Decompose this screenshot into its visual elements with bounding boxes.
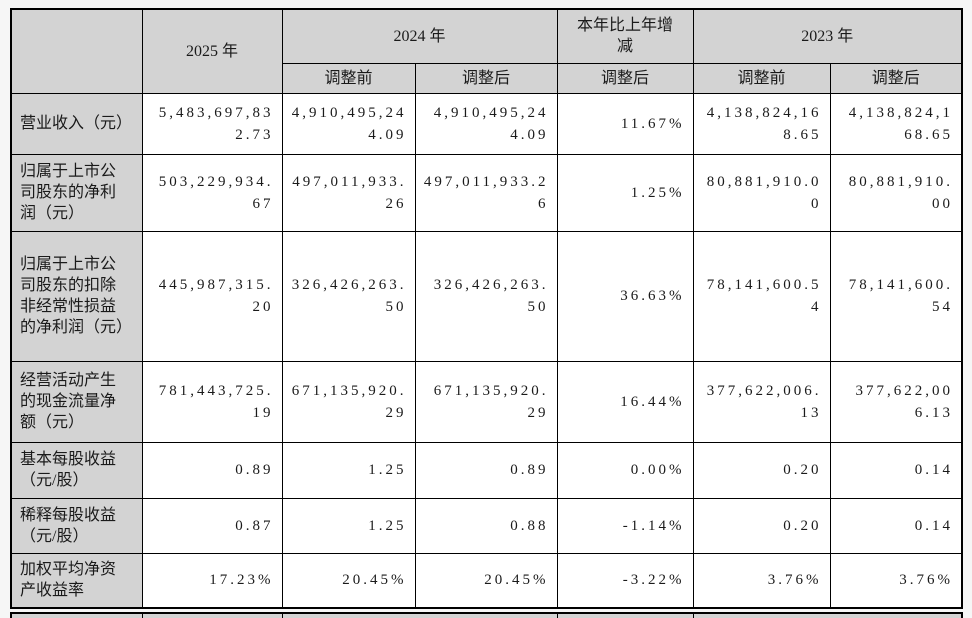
cell-value: 3.76% — [829, 552, 963, 609]
cell-value: 80,881,910.00 — [692, 153, 831, 232]
cell-value: 781,443,725.19 — [141, 360, 283, 443]
next-table-cell — [692, 612, 963, 618]
row-label: 归属于上市公司股东的净利润（元） — [10, 153, 143, 232]
cell-value: 16.44% — [556, 360, 694, 443]
corner-header-cell — [10, 8, 143, 94]
col-header-2024: 2024 年 — [281, 8, 558, 64]
header-row-adjustments: 调整前 调整后 调整后 调整前 调整后 — [11, 62, 963, 94]
cell-value: 20.45% — [281, 552, 416, 609]
row-label: 稀释每股收益（元/股） — [10, 497, 143, 554]
cell-value: 0.00% — [556, 441, 694, 499]
cell-value: 497,011,933.26 — [414, 153, 558, 232]
cell-value: 3.76% — [692, 552, 831, 609]
cell-value: 5,483,697,832.73 — [141, 92, 283, 155]
row-label: 基本每股收益（元/股） — [10, 441, 143, 499]
next-table-cell — [141, 612, 283, 618]
cell-value: 0.14 — [829, 441, 963, 499]
table-row: 归属于上市公司股东的扣除非经常性损益的净利润（元） 445,987,315.20… — [10, 230, 963, 362]
cell-value: 20.45% — [414, 552, 558, 609]
cell-value: -1.14% — [556, 497, 694, 554]
row-label: 加权平均净资产收益率 — [10, 552, 143, 609]
subheader-2024-adj-before: 调整前 — [281, 62, 416, 94]
subheader-2024-adj-after: 调整后 — [414, 62, 558, 94]
subheader-2023-adj-after: 调整后 — [829, 62, 963, 94]
next-table-cell — [10, 612, 143, 618]
row-label: 归属于上市公司股东的扣除非经常性损益的净利润（元） — [10, 230, 143, 362]
table-row: 归属于上市公司股东的净利润（元） 503,229,934.67 497,011,… — [10, 153, 963, 232]
cell-value: 0.89 — [141, 441, 283, 499]
subheader-change-adj-after: 调整后 — [556, 62, 694, 94]
cell-value: 0.20 — [692, 497, 831, 554]
cell-value: 671,135,920.29 — [281, 360, 416, 443]
cell-value: 377,622,006.13 — [829, 360, 963, 443]
table-row: 经营活动产生的现金流量净额（元） 781,443,725.19 671,135,… — [10, 360, 963, 443]
table-row: 加权平均净资产收益率 17.23% 20.45% 20.45% -3.22% 3… — [10, 552, 963, 609]
cell-value: 1.25% — [556, 153, 694, 232]
col-header-change: 本年比上年增减 — [556, 8, 694, 64]
cell-value: 497,011,933.26 — [281, 153, 416, 232]
table-row: 稀释每股收益（元/股） 0.87 1.25 0.88 -1.14% 0.20 0… — [10, 497, 963, 554]
cell-value: 17.23% — [141, 552, 283, 609]
col-header-2025: 2025 年 — [141, 8, 283, 94]
next-table-header-row — [10, 612, 963, 618]
cell-value: 0.88 — [414, 497, 558, 554]
table-row: 基本每股收益（元/股） 0.89 1.25 0.89 0.00% 0.20 0.… — [10, 441, 963, 499]
subheader-2023-adj-before: 调整前 — [692, 62, 831, 94]
cell-value: 78,141,600.54 — [829, 230, 963, 362]
row-label: 营业收入（元） — [10, 92, 143, 155]
cell-value: 326,426,263.50 — [281, 230, 416, 362]
cell-value: 4,138,824,168.65 — [692, 92, 831, 155]
cell-value: 1.25 — [281, 441, 416, 499]
cell-value: 0.89 — [414, 441, 558, 499]
cell-value: 503,229,934.67 — [141, 153, 283, 232]
cell-value: 80,881,910.00 — [829, 153, 963, 232]
cell-value: 4,910,495,244.09 — [281, 92, 416, 155]
table-row: 营业收入（元） 5,483,697,832.73 4,910,495,244.0… — [10, 92, 963, 155]
cell-value: 445,987,315.20 — [141, 230, 283, 362]
cell-value: 0.20 — [692, 441, 831, 499]
cell-value: 1.25 — [281, 497, 416, 554]
col-header-2023: 2023 年 — [692, 8, 963, 64]
next-table-cell — [281, 612, 558, 618]
cell-value: 78,141,600.54 — [692, 230, 831, 362]
financial-summary-table: 2025 年 2024 年 本年比上年增减 2023 年 调整前 调整后 调整后… — [10, 8, 964, 609]
next-table-header-strip — [10, 612, 963, 618]
row-label: 经营活动产生的现金流量净额（元） — [10, 360, 143, 443]
cell-value: 4,910,495,244.09 — [414, 92, 558, 155]
cell-value: 326,426,263.50 — [414, 230, 558, 362]
cell-value: -3.22% — [556, 552, 694, 609]
cell-value: 0.87 — [141, 497, 283, 554]
cell-value: 377,622,006.13 — [692, 360, 831, 443]
header-row-years: 2025 年 2024 年 本年比上年增减 2023 年 — [10, 8, 963, 94]
cell-value: 36.63% — [556, 230, 694, 362]
cell-value: 0.14 — [829, 497, 963, 554]
cell-value: 11.67% — [556, 92, 694, 155]
next-table-cell — [556, 612, 694, 618]
cell-value: 4,138,824,168.65 — [829, 92, 963, 155]
cell-value: 671,135,920.29 — [414, 360, 558, 443]
